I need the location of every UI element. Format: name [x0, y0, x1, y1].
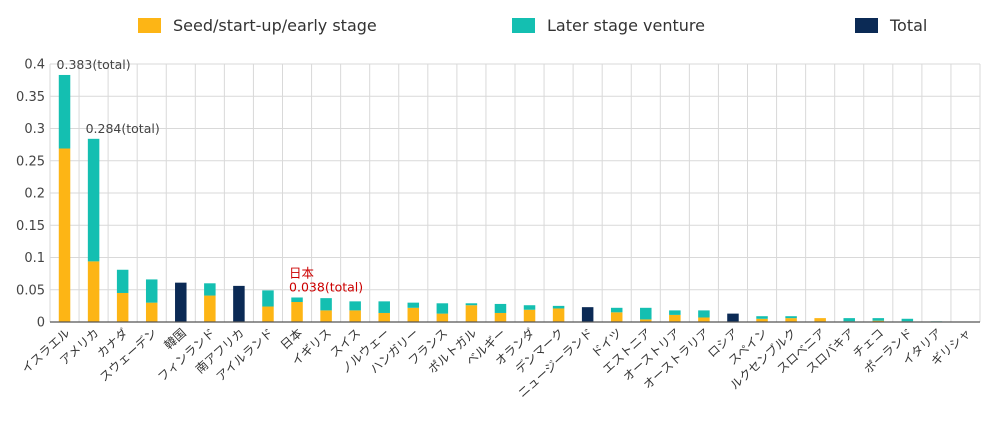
legend-swatch [512, 18, 535, 33]
y-tick-label: 0.1 [24, 251, 45, 266]
bar-segment [640, 319, 652, 322]
bar-segment [262, 306, 274, 322]
annotation-label: 0.038(total) [289, 279, 363, 294]
y-tick-label: 0.15 [16, 219, 45, 234]
annotations: 0.383(total) 0.284(total) 日本0.038(total) [57, 57, 364, 295]
legend-label: Total [889, 16, 927, 35]
y-tick-label: 0.25 [16, 154, 45, 169]
bar-segment [494, 303, 507, 313]
bar-segment [378, 312, 390, 322]
bar-segment [901, 318, 914, 322]
annotation-label: 日本 [289, 265, 315, 280]
bar-segment [320, 298, 332, 311]
legend: Seed/start-up/early stage Later stage ven… [138, 16, 927, 35]
bar-segment [814, 318, 826, 322]
bar-segment [669, 310, 681, 315]
legend-swatch [855, 18, 878, 33]
bar-segment [785, 318, 797, 322]
bar-segment [843, 318, 855, 322]
bar-segment [204, 283, 216, 296]
bar-segment [640, 307, 652, 320]
y-axis: 0 0.05 0.1 0.15 0.2 0.25 0.3 0.35 0.4 [16, 58, 45, 331]
legend-swatch [138, 18, 161, 33]
bar-segment [320, 310, 332, 322]
bar-segment [87, 261, 100, 322]
bar-segment [669, 314, 681, 322]
bar-segment [610, 312, 623, 322]
bar-segment [523, 305, 536, 310]
bar-segment [698, 317, 710, 322]
y-tick-label: 0.05 [16, 283, 45, 298]
bar-segment [58, 74, 71, 149]
y-tick-label: 0.3 [24, 122, 45, 137]
bar-segment [436, 303, 449, 314]
bar-segment [145, 302, 158, 322]
bar-segment [378, 301, 390, 313]
bar-segment [552, 305, 565, 309]
bar-segment [116, 269, 129, 293]
bar-segment [291, 297, 303, 303]
y-tick-label: 0.35 [16, 90, 45, 105]
bar-segment [698, 310, 710, 318]
gridlines [49, 63, 981, 323]
annotation-label: 0.284(total) [86, 121, 160, 136]
bar-segment [145, 279, 158, 303]
bar-segment [494, 312, 507, 322]
bar-segment [58, 148, 71, 322]
bar-segment [407, 307, 420, 322]
y-tick-label: 0.2 [24, 187, 45, 202]
bar-segment [116, 292, 129, 322]
bar-segment [407, 302, 420, 308]
bar-segment [291, 302, 303, 322]
bar-segment [349, 301, 361, 311]
bar-segment [610, 307, 623, 313]
bar-segment [87, 138, 100, 262]
y-tick-label: 0 [37, 316, 45, 331]
bar-segment [727, 313, 739, 322]
legend-label: Seed/start-up/early stage [173, 16, 377, 35]
y-tick-label: 0.4 [24, 58, 45, 73]
bar-segment [233, 285, 245, 322]
bar-segment [436, 313, 449, 322]
bar-segment [756, 318, 768, 322]
bar-segment [465, 303, 478, 306]
bar-segment [465, 305, 478, 322]
bar-segment [262, 290, 274, 307]
bar-segment [581, 307, 594, 322]
bar-segment [204, 295, 216, 322]
legend-label: Later stage venture [547, 16, 705, 35]
bar-segment [552, 308, 565, 322]
bar-segment [175, 282, 187, 322]
bar-segment [872, 318, 885, 321]
bar-segment [756, 316, 768, 319]
bar-segment [523, 309, 536, 322]
bar-segment [349, 310, 361, 322]
bar-segment [872, 320, 885, 322]
bar-segment [785, 316, 797, 319]
bars [58, 74, 972, 323]
annotation-label: 0.383(total) [57, 57, 131, 72]
